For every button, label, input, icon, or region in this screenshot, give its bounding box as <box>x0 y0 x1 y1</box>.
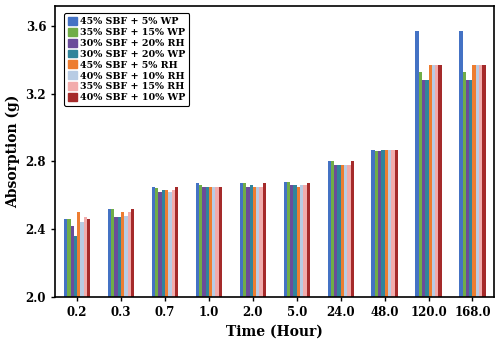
Bar <box>382 150 384 297</box>
Bar <box>128 212 131 297</box>
Bar <box>212 187 216 297</box>
Bar <box>196 183 199 297</box>
Bar <box>70 226 74 297</box>
Bar <box>469 80 472 297</box>
Bar <box>466 80 469 297</box>
Bar <box>391 150 394 297</box>
Bar <box>432 65 435 297</box>
Bar <box>344 165 348 297</box>
Bar <box>87 219 90 297</box>
Bar <box>162 190 165 297</box>
Bar <box>460 31 462 297</box>
Bar <box>216 187 219 297</box>
Bar <box>384 150 388 297</box>
Bar <box>246 187 250 297</box>
Bar <box>124 216 128 297</box>
Bar <box>152 187 155 297</box>
Bar <box>111 209 114 297</box>
Bar <box>131 209 134 297</box>
Bar <box>350 161 354 297</box>
Bar <box>64 219 67 297</box>
Bar <box>304 185 306 297</box>
Bar <box>77 212 80 297</box>
Bar <box>199 185 202 297</box>
Bar <box>426 80 428 297</box>
Bar <box>334 165 338 297</box>
Bar <box>374 151 378 297</box>
Bar <box>243 183 246 297</box>
Bar <box>438 65 442 297</box>
Bar <box>338 165 340 297</box>
Bar <box>435 65 438 297</box>
Bar <box>260 187 262 297</box>
Bar <box>240 183 243 297</box>
Bar <box>328 161 331 297</box>
Bar <box>482 65 486 297</box>
Bar <box>388 150 391 297</box>
Bar <box>158 192 162 297</box>
Bar <box>84 217 87 297</box>
Bar <box>476 65 479 297</box>
Bar <box>155 189 158 297</box>
Bar <box>209 187 212 297</box>
Bar <box>331 161 334 297</box>
Bar <box>202 187 205 297</box>
Bar <box>372 150 374 297</box>
Bar <box>416 31 418 297</box>
Bar <box>262 183 266 297</box>
Bar <box>378 151 382 297</box>
Legend: 45% SBF + 5% WP, 35% SBF + 15% WP, 30% SBF + 20% RH, 30% SBF + 20% WP, 45% SBF +: 45% SBF + 5% WP, 35% SBF + 15% WP, 30% S… <box>64 13 190 106</box>
Bar <box>118 217 121 297</box>
Bar <box>306 183 310 297</box>
Bar <box>479 65 482 297</box>
Bar <box>219 187 222 297</box>
Y-axis label: Absorption (g): Absorption (g) <box>6 95 20 208</box>
Bar <box>80 222 84 297</box>
Bar <box>168 192 172 297</box>
Bar <box>250 185 253 297</box>
Bar <box>114 217 118 297</box>
Bar <box>175 187 178 297</box>
Bar <box>300 185 304 297</box>
Bar <box>472 65 476 297</box>
Bar <box>428 65 432 297</box>
Bar <box>206 187 209 297</box>
Bar <box>290 185 294 297</box>
Bar <box>172 190 175 297</box>
Bar <box>108 209 111 297</box>
X-axis label: Time (Hour): Time (Hour) <box>226 324 323 338</box>
Bar <box>284 182 287 297</box>
Bar <box>287 182 290 297</box>
Bar <box>294 185 297 297</box>
Bar <box>462 72 466 297</box>
Bar <box>348 165 350 297</box>
Bar <box>67 219 70 297</box>
Bar <box>297 187 300 297</box>
Bar <box>422 80 426 297</box>
Bar <box>256 187 260 297</box>
Bar <box>253 187 256 297</box>
Bar <box>74 236 77 297</box>
Bar <box>121 212 124 297</box>
Bar <box>418 72 422 297</box>
Bar <box>394 150 398 297</box>
Bar <box>165 190 168 297</box>
Bar <box>340 165 344 297</box>
